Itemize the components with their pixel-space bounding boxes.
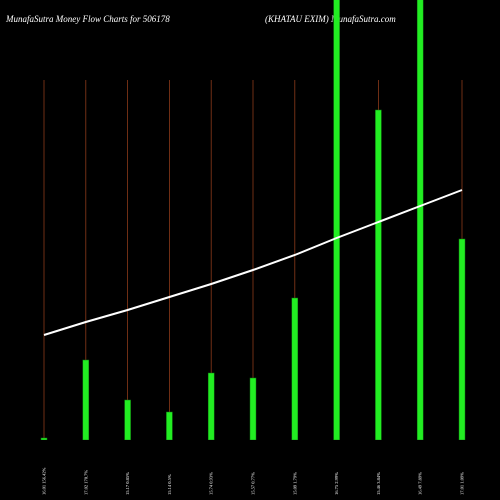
x-tick-label: 17.01 1.09% <box>460 472 465 495</box>
bar <box>291 297 299 440</box>
chart-title: MunafaSutra Money Flow Charts for 506178 <box>5 14 170 24</box>
x-tick-label: 15.46 3.84% <box>376 472 381 495</box>
x-tick-label: 16.49 7.89% <box>418 472 423 495</box>
bar <box>207 372 215 440</box>
bar <box>249 377 257 440</box>
chart-subtitle: (KHATAU EXIM) MunafaSutra.com <box>265 14 396 24</box>
x-tick-label: 16.01 156.42% <box>42 467 47 495</box>
bar <box>458 238 466 440</box>
plot-area <box>40 0 466 440</box>
money-flow-line <box>43 189 463 336</box>
bar <box>124 399 131 440</box>
x-tick-label: 15.57 0.77% <box>251 472 256 495</box>
x-tick-label: 15.17 0.85% <box>125 472 130 495</box>
bar <box>416 0 424 440</box>
bar <box>375 109 382 440</box>
x-tick-label: 16.75 2.99% <box>334 472 339 495</box>
x-tick-label: 15.74 0.93% <box>209 472 214 495</box>
bar <box>82 359 90 440</box>
bar <box>333 0 340 440</box>
x-tick-label: 15.14 0.5% <box>167 474 172 495</box>
bar <box>166 411 173 440</box>
x-tick-label: 15.09 1.79% <box>292 472 297 495</box>
bar <box>40 437 48 440</box>
x-tick-label: 17.02 170.7% <box>83 470 88 495</box>
